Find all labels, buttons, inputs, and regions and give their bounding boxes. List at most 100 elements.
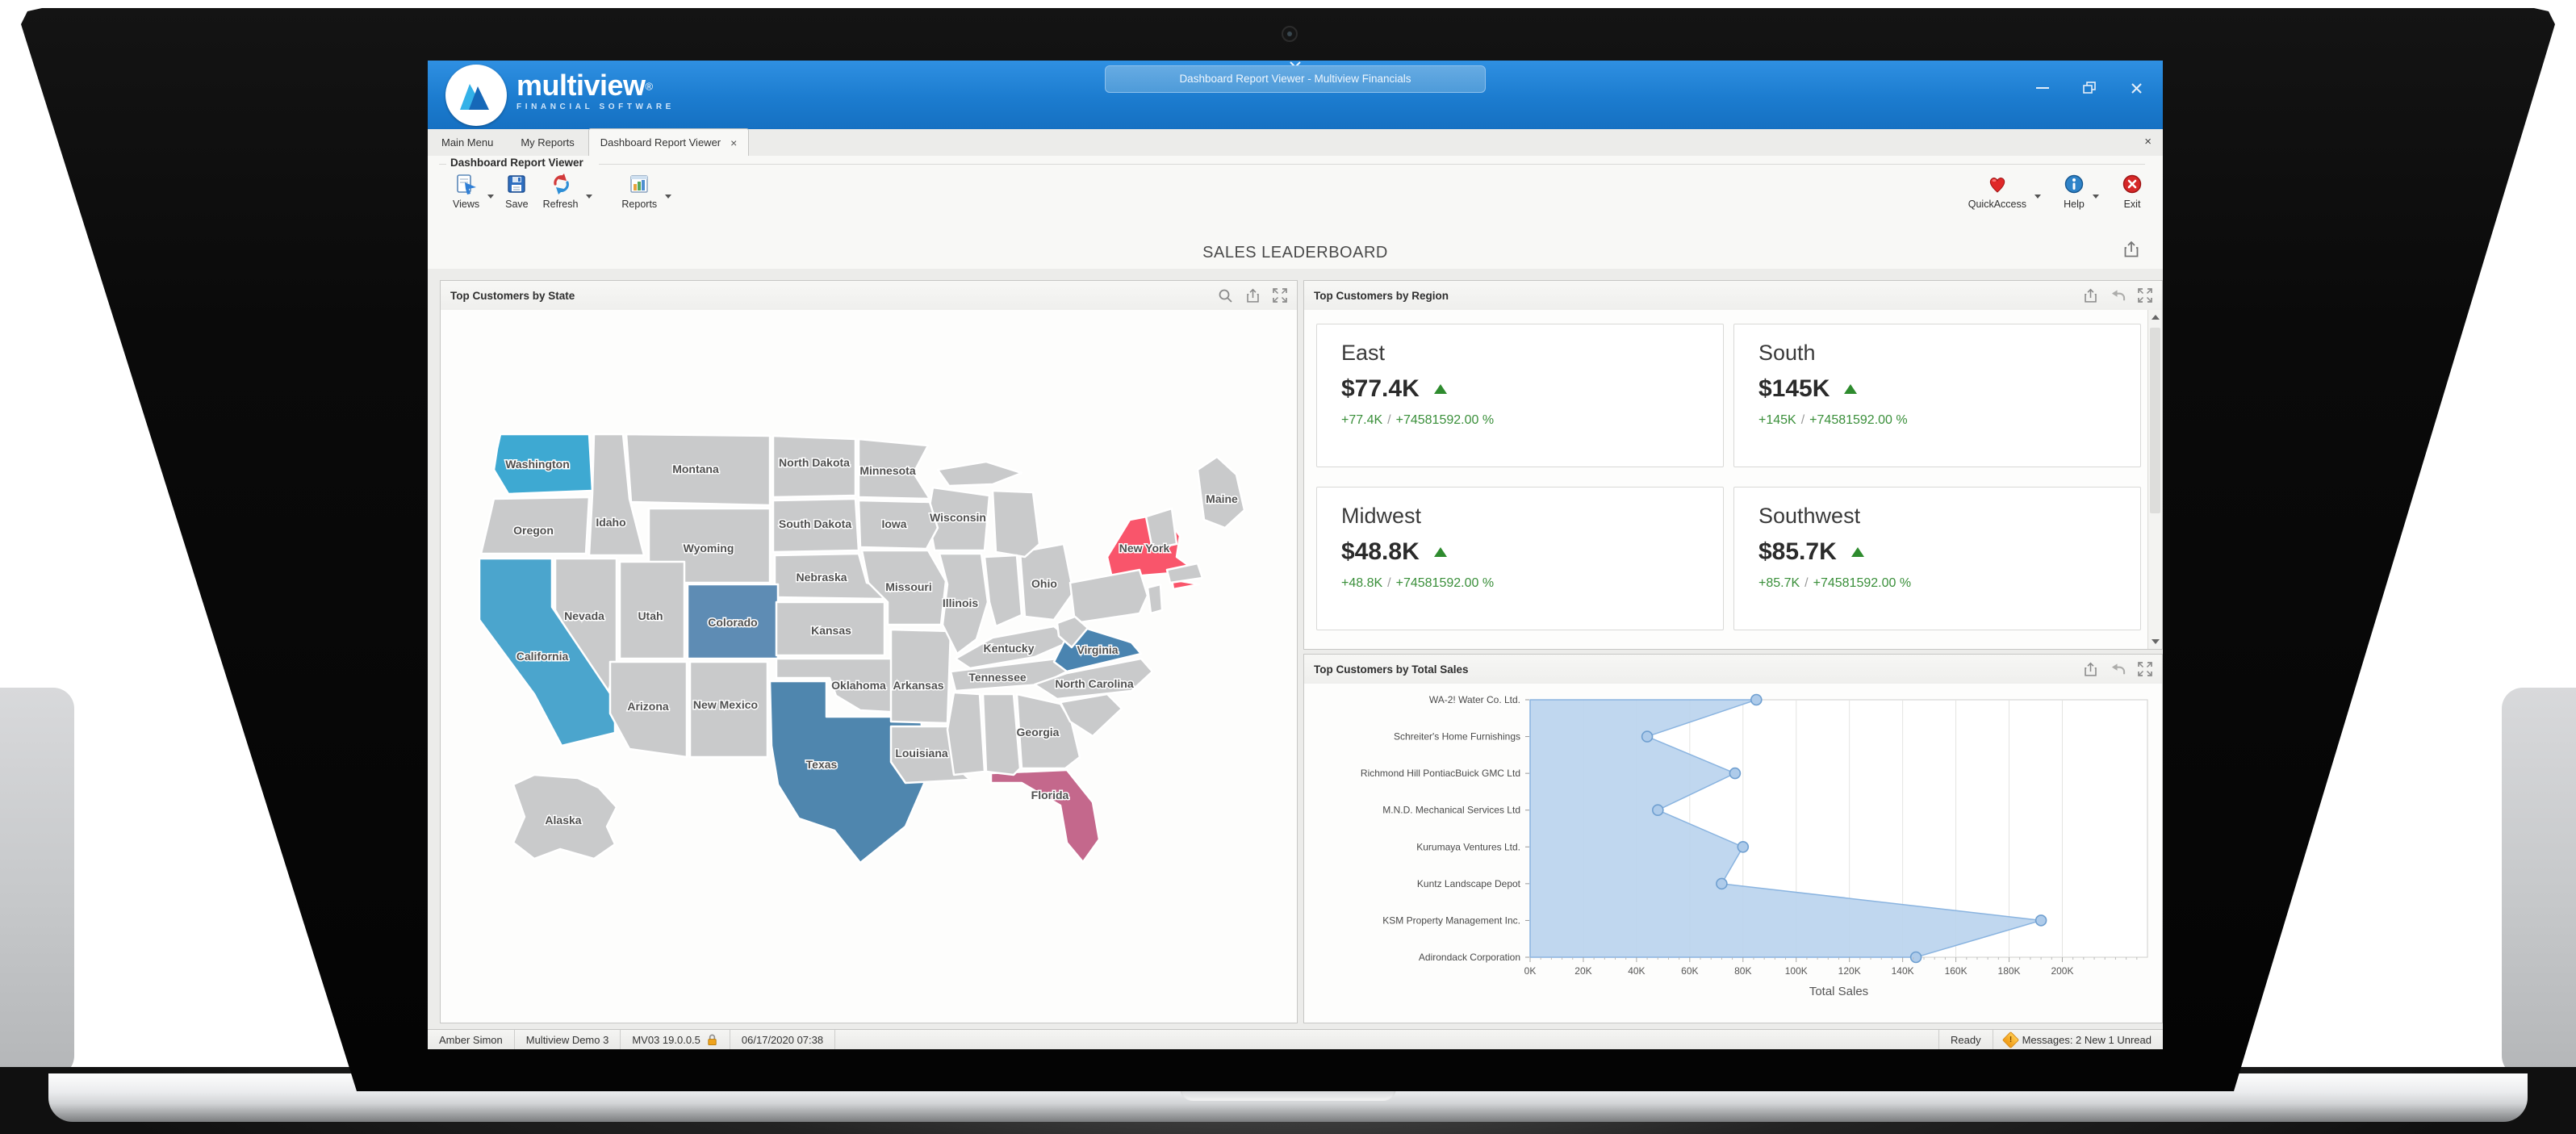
page-title: SALES LEADERBOARD — [1202, 244, 1388, 262]
state-california[interactable] — [478, 557, 617, 747]
tab-main-menu[interactable]: Main Menu — [441, 136, 494, 149]
state-label: Wisconsin — [930, 511, 986, 524]
reports-dropdown-caret[interactable] — [665, 195, 672, 199]
state-illinois[interactable] — [938, 552, 989, 655]
quick-access-button[interactable]: QuickAccess — [1961, 172, 2034, 210]
state-south-dakota[interactable] — [772, 497, 860, 554]
export-icon[interactable] — [2083, 288, 2098, 303]
state-arizona[interactable] — [608, 660, 688, 759]
trend-up-icon — [1844, 384, 1858, 394]
window-title-tab[interactable]: Dashboard Report Viewer - Multiview Fina… — [1105, 65, 1486, 93]
scroll-down-icon[interactable] — [2151, 639, 2160, 644]
expand-icon[interactable] — [1273, 288, 1287, 303]
total-sales-chart[interactable]: WA-2! Water Co. Ltd. Schreiter's Home Fur… — [1304, 684, 2163, 1024]
undo-icon[interactable] — [2110, 288, 2126, 303]
minimize-button[interactable] — [2035, 82, 2050, 94]
state-label: Nevada — [564, 609, 604, 622]
state-oregon[interactable] — [479, 496, 591, 555]
x-tick-label: 180K — [1998, 965, 2021, 977]
trend-up-icon — [1433, 547, 1447, 557]
refresh-button[interactable]: Refresh — [536, 172, 586, 210]
tab-my-reports[interactable]: My Reports — [521, 136, 575, 149]
kpi-divider: / — [1804, 576, 1809, 590]
data-point[interactable] — [1716, 877, 1728, 890]
undo-icon[interactable] — [2110, 662, 2126, 677]
save-button[interactable]: Save — [498, 172, 536, 210]
data-point[interactable] — [1737, 841, 1750, 853]
data-point[interactable] — [1909, 951, 1922, 964]
state-utah[interactable] — [618, 560, 686, 660]
category-label: Kuntz Landscape Depot — [1417, 878, 1521, 889]
data-point[interactable] — [1651, 804, 1664, 816]
state-label: Texas — [806, 758, 838, 771]
vertical-scrollbar[interactable] — [2147, 310, 2162, 649]
views-dropdown-caret[interactable] — [487, 195, 495, 199]
total-sales-chart-area[interactable]: WA-2! Water Co. Ltd. Schreiter's Home Fur… — [1304, 684, 2162, 1023]
export-icon[interactable] — [1245, 288, 1261, 303]
views-button[interactable]: Views — [445, 172, 487, 210]
state-ohio[interactable] — [1018, 542, 1075, 621]
kpi-delta: +48.8K — [1341, 576, 1383, 590]
panel-header: Top Customers by Total Sales — [1304, 655, 2162, 684]
tab-dashboard-report-viewer[interactable]: Dashboard Report Viewer × — [588, 128, 750, 156]
expand-icon[interactable] — [2138, 288, 2152, 303]
data-point[interactable] — [1641, 730, 1654, 743]
category-label: KSM Property Management Inc. — [1382, 914, 1520, 926]
expand-icon[interactable] — [2138, 662, 2152, 676]
scroll-up-icon[interactable] — [2151, 315, 2160, 320]
state-missouri[interactable] — [860, 549, 947, 626]
state-north-carolina[interactable] — [1033, 657, 1154, 701]
state-new-mexico[interactable] — [688, 660, 769, 759]
toolbar-group-label: Dashboard Report Viewer — [450, 157, 583, 169]
state-shape — [1068, 568, 1149, 625]
state-label: Oregon — [513, 524, 554, 537]
background-left-panel — [0, 688, 74, 1077]
zoom-icon[interactable] — [1218, 288, 1233, 303]
state-shape — [1146, 583, 1164, 615]
data-point[interactable] — [1750, 693, 1763, 706]
scrollbar-thumb[interactable] — [2150, 328, 2160, 513]
kpi-delta: +77.4K — [1341, 413, 1383, 427]
status-messages[interactable]: ! Messages: 2 New 1 Unread — [1993, 1030, 2163, 1049]
help-button[interactable]: Help — [2056, 172, 2092, 210]
tab-close-icon[interactable]: × — [730, 136, 738, 149]
state-label: Nebraska — [796, 571, 847, 584]
category-label: Richmond Hill PontiacBuick GMC Ltd — [1361, 768, 1520, 779]
state-shape — [1165, 562, 1204, 584]
tabbar-close-icon[interactable]: × — [2144, 135, 2152, 149]
status-bar: Amber Simon Multiview Demo 3 MV03 19.0.0… — [428, 1029, 2163, 1049]
state-idaho[interactable] — [588, 433, 646, 557]
trend-up-icon — [1433, 384, 1447, 394]
kpi-divider: / — [1387, 413, 1391, 427]
exit-button[interactable]: Exit — [2114, 172, 2150, 210]
state-label: Utah — [638, 609, 663, 622]
state-texas[interactable] — [768, 680, 928, 864]
state-alaska[interactable] — [512, 773, 618, 860]
state-north-dakota[interactable] — [772, 434, 857, 499]
close-button[interactable] — [2129, 82, 2143, 94]
state-kansas[interactable] — [775, 600, 886, 657]
data-point[interactable] — [2034, 914, 2047, 927]
state-label: California — [516, 650, 569, 663]
state-florida[interactable] — [989, 768, 1101, 864]
quick-access-dropdown-caret[interactable] — [2034, 195, 2041, 199]
state-label: Oklahoma — [831, 679, 886, 692]
export-icon[interactable] — [2083, 662, 2098, 677]
refresh-dropdown-caret[interactable] — [586, 195, 593, 199]
restore-button[interactable] — [2082, 82, 2097, 94]
data-point[interactable] — [1729, 767, 1742, 780]
state-label: New York — [1119, 542, 1170, 554]
panel-header: Top Customers by Region — [1304, 281, 2162, 311]
kpi-region-name: Southwest — [1758, 504, 1861, 528]
state-maine[interactable] — [1196, 455, 1246, 529]
state-montana[interactable] — [625, 433, 772, 507]
state-washington[interactable] — [492, 433, 594, 496]
export-dashboard-button[interactable] — [2122, 241, 2140, 262]
state-iowa[interactable] — [857, 499, 939, 550]
us-map[interactable]: Washington Oregon California Nevada Idaho Mon… — [441, 310, 1297, 1023]
state-minnesota[interactable] — [857, 437, 931, 500]
help-dropdown-caret[interactable] — [2093, 195, 2099, 199]
state-arkansas[interactable] — [889, 628, 952, 725]
reports-button[interactable]: Reports — [614, 172, 664, 210]
